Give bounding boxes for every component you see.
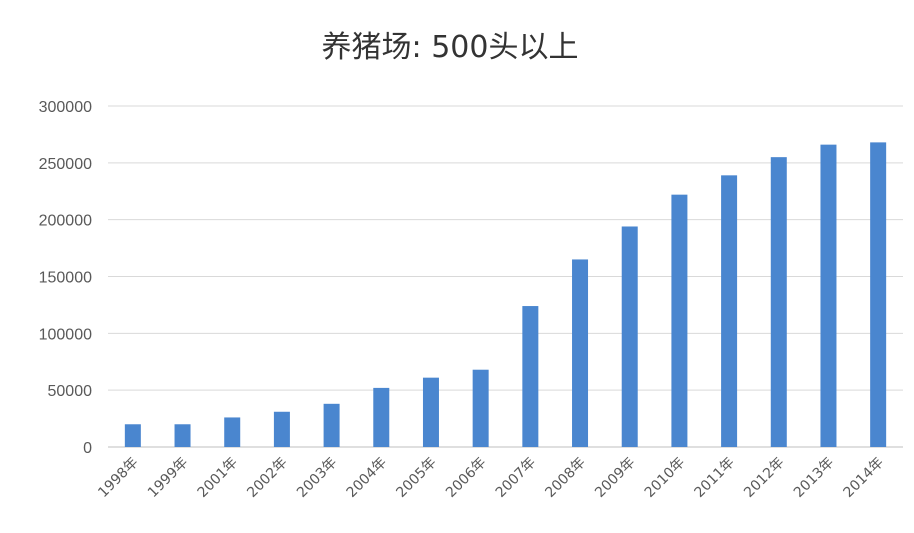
x-tick-label: 2012年 [741,455,787,501]
x-tick-label: 2013年 [791,455,837,501]
x-tick-label: 1999年 [145,455,191,501]
x-tick-label: 2010年 [642,455,688,501]
x-tick-label: 2003年 [294,455,340,501]
y-tick-label: 150000 [39,270,92,287]
x-axis-ticks: 1998年 1999年 2001年 2002年 2003年 2004年 2005年 2006年… [95,455,887,501]
bar [472,369,489,447]
x-tick-label: 2007年 [493,455,539,501]
bar [124,424,141,447]
bars [124,142,887,447]
x-tick-label: 2004年 [344,455,390,501]
bar [224,417,241,447]
bar [572,259,589,447]
x-tick-label: 1998年 [95,455,141,501]
x-tick-label: 2011年 [692,455,738,501]
bar [721,175,738,447]
y-tick-label: 50000 [48,383,93,400]
bar [422,377,439,447]
x-tick-label: 2001年 [195,455,241,501]
y-tick-label: 300000 [39,99,92,116]
y-tick-label: 200000 [39,213,92,230]
x-tick-label: 2014年 [841,455,887,501]
bar [671,194,688,447]
x-tick-label: 2006年 [443,455,489,501]
bar [323,403,340,447]
x-tick-label: 2005年 [393,455,439,501]
y-tick-label: 250000 [39,156,92,173]
bar [870,142,887,447]
y-axis-ticks: 0 50000 100000 150000 200000 250000 300000 [39,99,92,457]
y-tick-label: 100000 [39,326,92,343]
bar [621,226,638,447]
bar [373,387,390,447]
bar [174,424,191,447]
y-tick-label: 0 [83,440,92,457]
bar [522,306,539,447]
bar [770,157,787,447]
x-tick-label: 2008年 [542,455,588,501]
x-tick-label: 2002年 [244,455,290,501]
gridlines [108,105,903,448]
chart-title: 养猪场: 500头以上 [322,30,579,65]
x-tick-label: 2009年 [592,455,638,501]
bar [273,411,290,447]
bar [820,144,837,447]
